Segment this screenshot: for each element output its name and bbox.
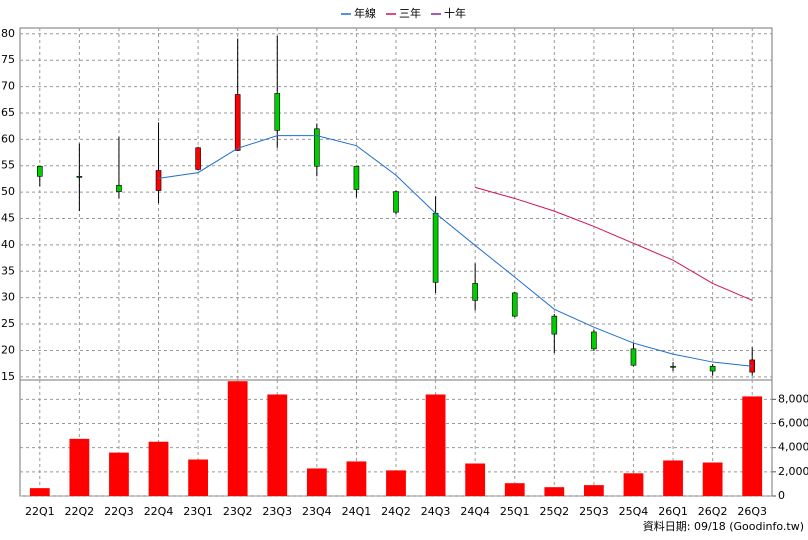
candle-body xyxy=(630,348,637,366)
y-tick-label: 40 xyxy=(1,238,15,251)
candle-body xyxy=(709,365,716,372)
x-tick-label: 24Q1 xyxy=(342,505,372,518)
volume-bar xyxy=(386,470,406,496)
x-tick-label: 25Q2 xyxy=(539,505,569,518)
x-tick-label: 26Q3 xyxy=(737,505,767,518)
volume-bar xyxy=(544,487,565,496)
candle-body xyxy=(155,170,162,191)
y-tick-label: 50 xyxy=(1,185,15,198)
x-tick-label: 24Q3 xyxy=(421,505,451,518)
volume-bar xyxy=(346,461,367,496)
x-tick-label: 25Q4 xyxy=(619,505,649,518)
y2-tick-label: 0 xyxy=(778,489,785,502)
volume-bar xyxy=(702,462,723,496)
legend-label: 十年 xyxy=(444,6,466,20)
candle-body xyxy=(472,283,478,301)
y2-tick-label: 6,000 xyxy=(778,417,808,430)
x-tick-label: 26Q1 xyxy=(658,505,688,518)
y-tick-label: 15 xyxy=(1,370,15,383)
volume-bar xyxy=(109,452,129,496)
volume-bar xyxy=(267,394,288,496)
y2-tick-label: 2,000 xyxy=(778,465,808,478)
x-tick-label: 24Q2 xyxy=(381,505,411,518)
candle-body xyxy=(234,94,241,151)
volume-bar xyxy=(188,459,208,496)
volume-bar xyxy=(742,396,763,496)
candle-body xyxy=(511,292,518,317)
x-tick-label: 24Q4 xyxy=(460,505,490,518)
y-tick-label: 30 xyxy=(1,291,15,304)
y2-tick-label: 4,000 xyxy=(778,441,808,454)
volume-bar xyxy=(623,473,644,496)
volume-bar xyxy=(69,438,90,496)
volume-bar xyxy=(465,463,486,496)
y-tick-label: 35 xyxy=(1,264,15,277)
x-tick-label: 23Q3 xyxy=(262,505,292,518)
legend: 年線 三年 十年 xyxy=(341,6,466,20)
candle-body xyxy=(353,165,360,190)
ma-line xyxy=(158,135,753,367)
legend-label: 三年 xyxy=(399,6,421,20)
x-tick-label: 23Q2 xyxy=(223,505,253,518)
x-tick-label: 23Q1 xyxy=(183,505,213,518)
y-tick-label: 65 xyxy=(1,106,15,119)
candle-body xyxy=(393,191,399,213)
candle-body xyxy=(432,212,439,283)
ma-line xyxy=(475,186,753,301)
volume-bar xyxy=(29,488,50,496)
candle-body xyxy=(274,93,281,131)
volume-bar xyxy=(227,381,248,496)
source-note: 資料日期: 09/18 (Goodinfo.tw) xyxy=(643,519,804,533)
candle-body xyxy=(116,184,122,192)
volume-bar xyxy=(425,394,446,496)
volume-bar xyxy=(306,468,327,496)
x-tick-label: 22Q4 xyxy=(144,505,174,518)
y-tick-label: 45 xyxy=(1,212,15,225)
candle-body xyxy=(670,365,676,368)
candle-body xyxy=(591,331,597,350)
candle-body xyxy=(76,175,83,178)
x-tick-label: 25Q1 xyxy=(500,505,530,518)
candle-body xyxy=(36,165,43,177)
y-tick-label: 25 xyxy=(1,317,15,330)
x-tick-label: 23Q4 xyxy=(302,505,332,518)
y2-tick-label: 8,000 xyxy=(778,392,808,405)
y-tick-label: 20 xyxy=(1,343,15,356)
candle-body xyxy=(314,128,320,167)
x-tick-label: 22Q1 xyxy=(25,505,55,518)
x-tick-label: 25Q3 xyxy=(579,505,609,518)
volume-bar xyxy=(148,441,169,496)
legend-label: 年線 xyxy=(354,6,376,20)
volume-bar xyxy=(663,460,683,496)
x-tick-label: 26Q2 xyxy=(698,505,728,518)
y-tick-label: 55 xyxy=(1,159,15,172)
volume-bar xyxy=(504,483,525,496)
candle-body xyxy=(551,315,558,335)
volume-bar xyxy=(584,485,604,496)
y-tick-label: 75 xyxy=(1,53,15,66)
y-tick-label: 70 xyxy=(1,80,15,93)
x-tick-label: 22Q3 xyxy=(104,505,134,518)
x-tick-label: 22Q2 xyxy=(65,505,95,518)
y-tick-label: 80 xyxy=(1,27,15,40)
candle-body xyxy=(195,147,201,170)
y-tick-label: 60 xyxy=(1,132,15,145)
